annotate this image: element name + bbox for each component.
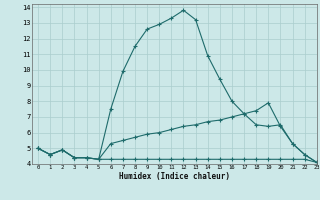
X-axis label: Humidex (Indice chaleur): Humidex (Indice chaleur) bbox=[119, 172, 230, 181]
